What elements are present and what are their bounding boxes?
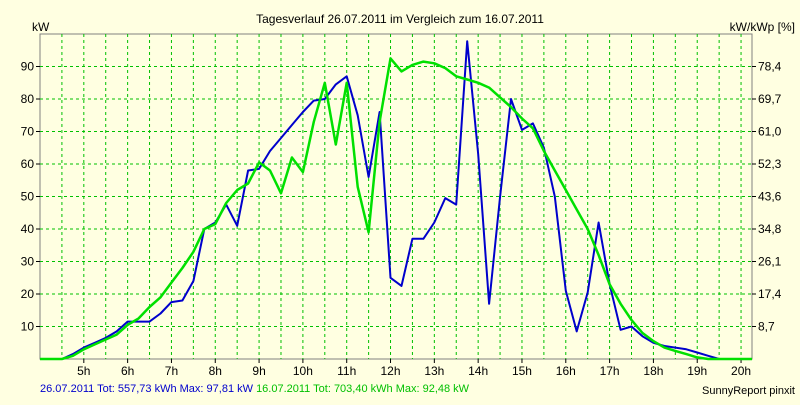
series-line-2 [40,57,752,361]
legend-series-1: 26.07.2011 Tot: 557,73 kWh Max: 97,81 kW [40,383,256,395]
y2-tick-label: 78,4 [758,60,782,74]
x-tick-label: 14h [468,364,488,378]
footer-legend: 26.07.2011 Tot: 557,73 kWh Max: 97,81 kW… [40,383,470,395]
x-tick-label: 11h [337,364,356,378]
y2-tick-label: 61,0 [758,125,782,139]
x-tick-label: 20h [731,364,751,378]
y2-axis-title: kW/kWp [%] [730,20,795,34]
y-tick-label: 50 [21,190,35,204]
y2-tick-label: 69,7 [758,92,782,106]
x-tick-label: 15h [512,364,532,378]
y-tick-label: 40 [21,222,35,236]
y-tick-label: 80 [21,92,35,106]
y2-tick-label: 8,7 [758,320,775,334]
y-tick-label: 70 [21,125,35,139]
y2-tick-label: 34,8 [758,222,782,236]
x-tick-label: 17h [600,364,620,378]
series-line-1 [40,40,752,360]
y-tick-label: 20 [21,287,35,301]
x-tick-label: 13h [424,364,444,378]
x-tick-label: 9h [252,364,265,378]
brand-label: SunnyReport pinxit [702,385,795,397]
x-tick-label: 8h [209,364,222,378]
y-tick-label: 30 [21,255,35,269]
y-tick-label: 90 [21,60,35,74]
y2-tick-label: 52,3 [758,157,782,171]
legend-series-2: 16.07.2011 Tot: 703,40 kWh Max: 92,48 kW [256,383,470,395]
x-tick-label: 7h [165,364,178,378]
y2-tick-label: 26,1 [758,255,782,269]
y2-tick-label: 17,4 [758,287,782,301]
x-tick-label: 5h [77,364,90,378]
x-tick-label: 19h [687,364,707,378]
x-tick-label: 16h [556,364,576,378]
y-tick-label: 60 [21,157,35,171]
y-tick-label: 10 [21,320,35,334]
chart-title: Tagesverlauf 26.07.2011 im Vergleich zum… [256,12,544,26]
x-tick-label: 6h [121,364,134,378]
y2-tick-label: 43,6 [758,190,782,204]
y-axis-title: kW [32,20,50,34]
x-tick-label: 12h [381,364,401,378]
x-tick-label: 18h [643,364,663,378]
x-tick-label: 10h [293,364,313,378]
